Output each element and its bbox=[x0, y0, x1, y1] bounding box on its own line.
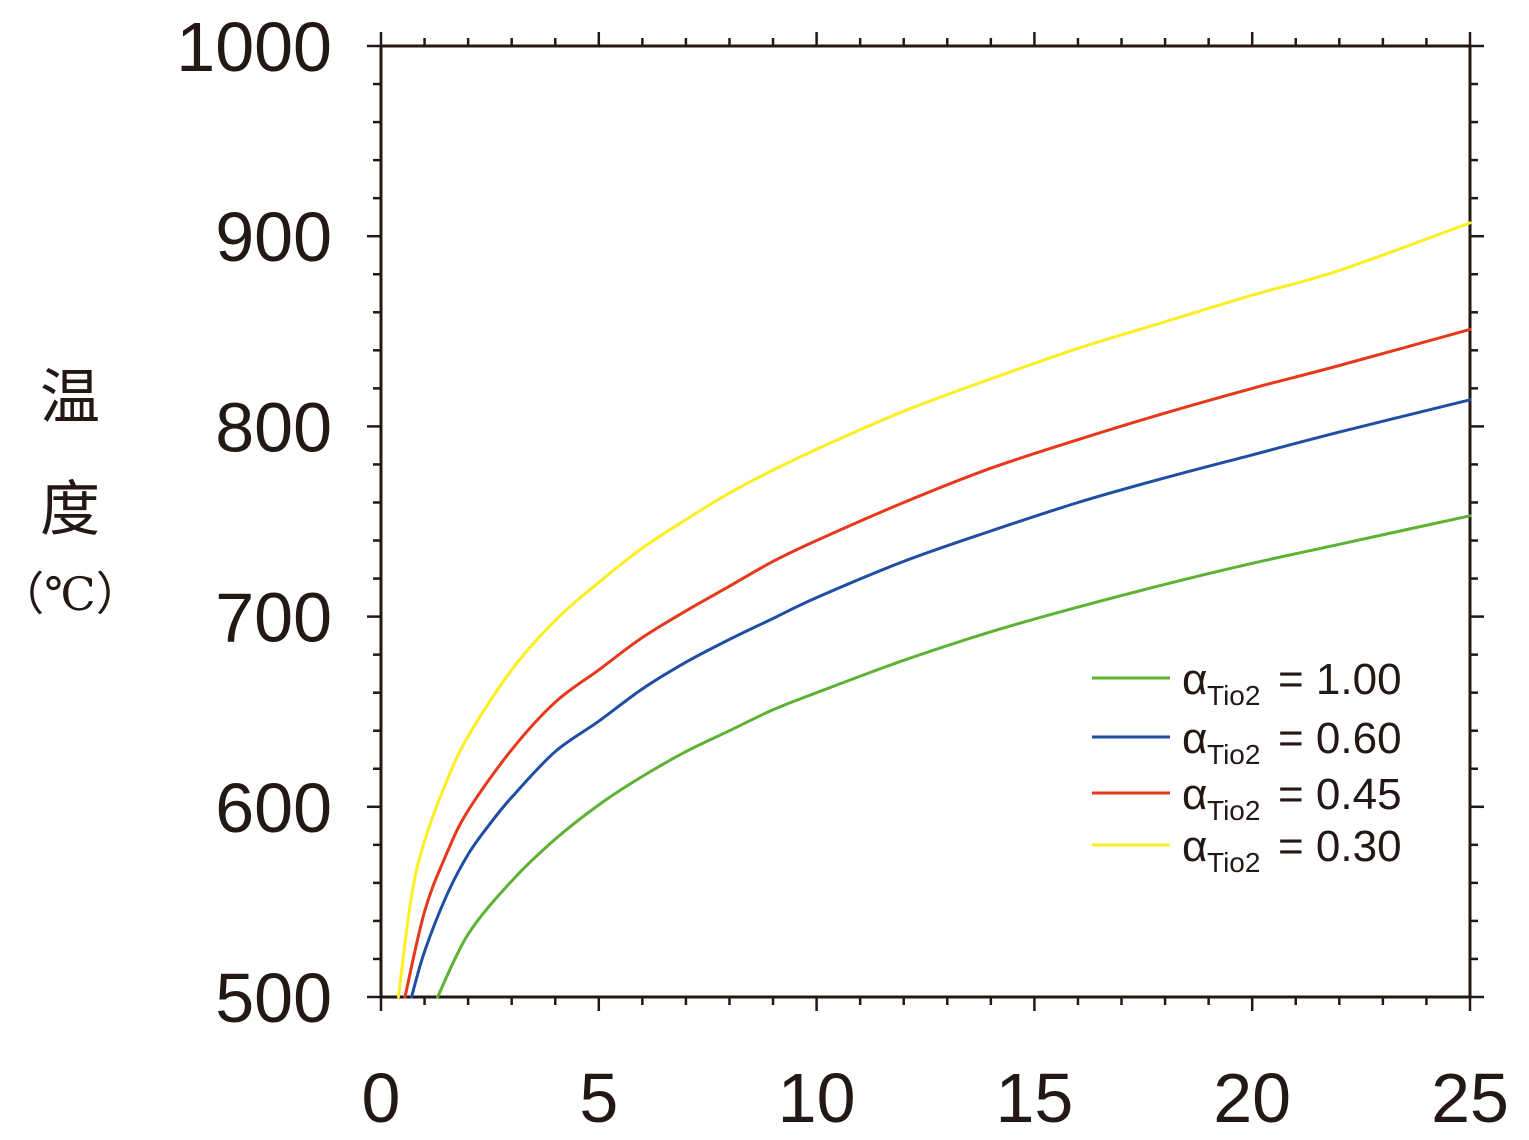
plot-frame bbox=[379, 44, 1472, 999]
legend-subscript: Tio2 bbox=[1207, 680, 1260, 711]
x-tick-label: 10 bbox=[778, 1059, 856, 1137]
y-axis-unit: （℃） bbox=[0, 567, 142, 621]
y-tick-label: 1000 bbox=[176, 8, 332, 86]
legend-value: = 1.00 bbox=[1278, 655, 1402, 704]
series-layer bbox=[396, 221, 1472, 999]
x-tick-label: 15 bbox=[995, 1059, 1073, 1137]
legend-subscript: Tio2 bbox=[1207, 739, 1260, 770]
legend-symbol: α bbox=[1182, 714, 1207, 763]
x-tick-label: 25 bbox=[1431, 1059, 1509, 1137]
y-tick-label: 900 bbox=[215, 198, 332, 276]
x-tick-label: 0 bbox=[362, 1059, 401, 1137]
y-axis-label-char-1: 温 bbox=[40, 363, 100, 433]
legend-symbol: α bbox=[1182, 822, 1207, 871]
legend-subscript: Tio2 bbox=[1207, 847, 1260, 878]
y-tick-labels: 500 600 700 800 900 1000 bbox=[176, 8, 332, 1037]
y-tick-label: 600 bbox=[215, 769, 332, 847]
axis-ticks bbox=[367, 32, 1484, 1011]
legend-value: = 0.45 bbox=[1278, 770, 1402, 819]
legend-symbol: α bbox=[1182, 655, 1207, 704]
y-axis-label: 温 度 （℃） bbox=[0, 363, 142, 621]
y-tick-label: 700 bbox=[215, 579, 332, 657]
x-tick-labels: 0 5 10 15 20 25 bbox=[362, 1059, 1509, 1137]
legend-value: = 0.60 bbox=[1278, 714, 1402, 763]
y-tick-label: 500 bbox=[215, 959, 332, 1037]
y-tick-label: 800 bbox=[215, 388, 332, 466]
x-tick-label: 20 bbox=[1213, 1059, 1291, 1137]
legend-subscript: Tio2 bbox=[1207, 795, 1260, 826]
legend-symbol: α bbox=[1182, 770, 1207, 819]
series-line-1 bbox=[436, 514, 1472, 999]
y-axis-label-char-2: 度 bbox=[40, 475, 100, 545]
x-tick-label: 5 bbox=[579, 1059, 618, 1137]
legend: α Tio2 = 1.00α Tio2 = 0.60α Tio2 = 0.45α Tio2 = … bbox=[1092, 655, 1402, 878]
series-line-2 bbox=[410, 398, 1472, 999]
legend-value: = 0.30 bbox=[1278, 822, 1402, 871]
plot-area bbox=[379, 44, 1472, 999]
series-line-3 bbox=[403, 327, 1472, 999]
series-line-4 bbox=[396, 221, 1472, 999]
